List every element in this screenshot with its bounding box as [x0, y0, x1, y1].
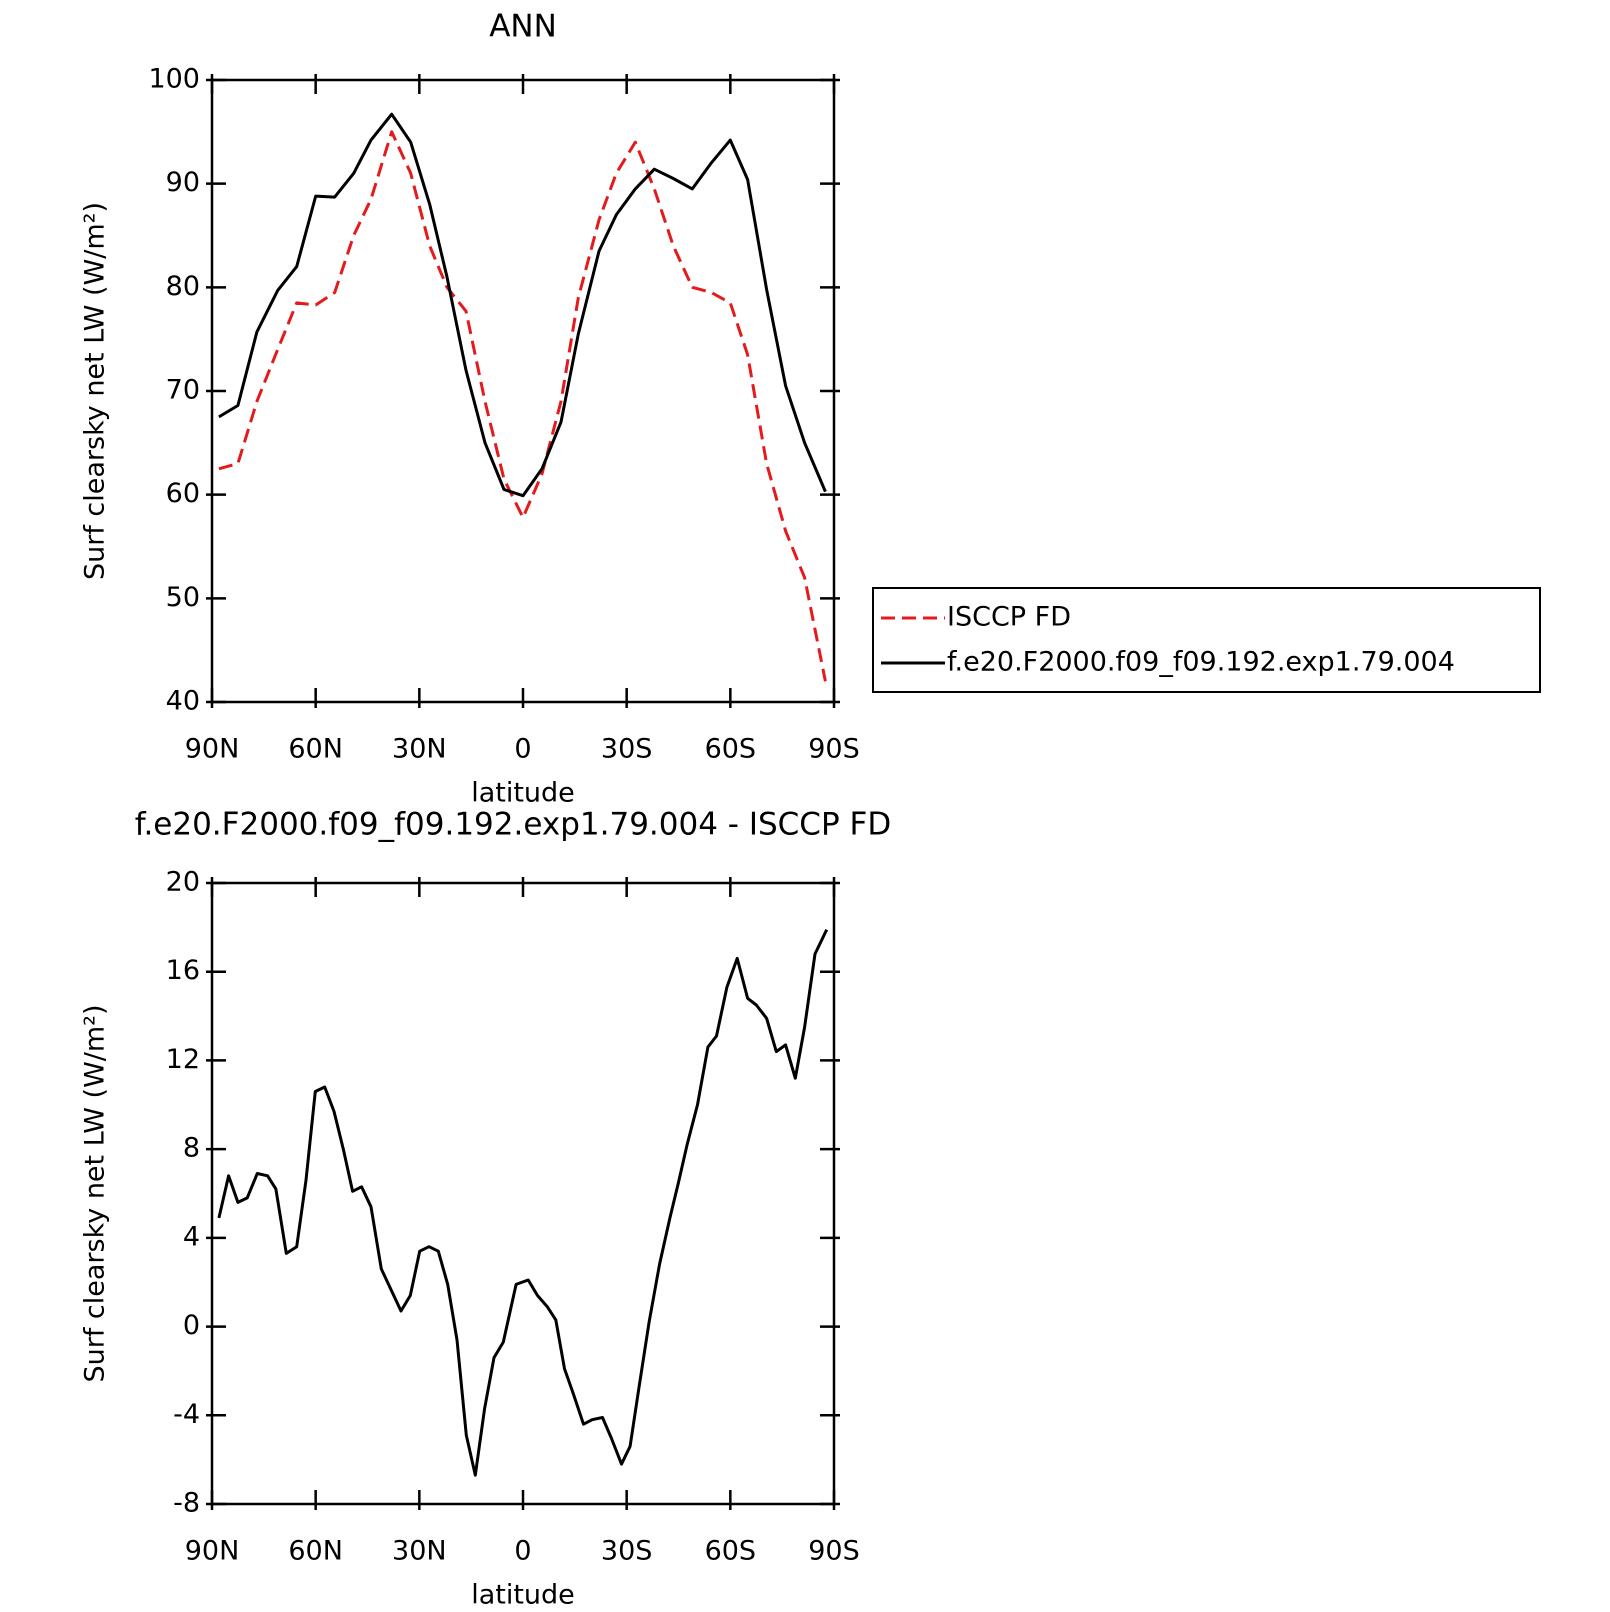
y-tick-label: 12 — [166, 1044, 200, 1075]
plot-frame — [210, 881, 836, 1506]
y-tick-label: -4 — [173, 1399, 200, 1430]
y-tick-label: 80 — [166, 271, 200, 302]
plot-frame — [210, 78, 836, 704]
y-tick-label: 4 — [183, 1221, 200, 1252]
chart-title: ANN — [489, 9, 557, 45]
y-tick-label: 60 — [166, 478, 200, 509]
data-line — [218, 130, 827, 682]
x-tick-label: 90N — [185, 734, 240, 765]
x-axis-label: latitude — [471, 778, 575, 809]
y-axis-label: Surf clearsky net LW (W/m²) — [80, 202, 111, 580]
y-tick-label: 16 — [166, 955, 200, 986]
x-tick-label: 30S — [601, 1536, 653, 1567]
data-line — [217, 928, 829, 1477]
x-tick-label: 30N — [392, 1536, 447, 1567]
y-axis-label: Surf clearsky net LW (W/m²) — [80, 1004, 111, 1382]
y-tick-label: 0 — [183, 1310, 200, 1341]
y-tick-label: 70 — [166, 375, 200, 406]
y-tick-label: 90 — [166, 167, 200, 198]
x-tick-label: 60N — [288, 1536, 343, 1567]
x-tick-label: 30N — [392, 734, 447, 765]
x-tick-label: 0 — [514, 734, 531, 765]
x-tick-label: 60S — [705, 1536, 757, 1567]
legend-box — [872, 587, 1541, 693]
x-tick-label: 90S — [808, 1536, 860, 1567]
x-tick-label: 60S — [705, 734, 757, 765]
y-tick-label: 100 — [148, 64, 200, 95]
x-tick-label: 60N — [288, 734, 343, 765]
y-tick-label: 40 — [166, 686, 200, 717]
y-tick-label: -8 — [173, 1488, 200, 1519]
data-line — [218, 112, 827, 498]
x-tick-label: 90N — [185, 1536, 240, 1567]
x-tick-label: 30S — [601, 734, 653, 765]
x-tick-label: 0 — [514, 1536, 531, 1567]
y-tick-label: 20 — [166, 867, 200, 898]
y-tick-label: 50 — [166, 582, 200, 613]
legend-label: ISCCP FD — [947, 602, 1071, 633]
x-axis-label: latitude — [471, 1580, 575, 1609]
x-tick-label: 90S — [808, 734, 860, 765]
chart-title: f.e20.F2000.f09_f09.192.exp1.79.004 - IS… — [135, 807, 891, 843]
y-tick-label: 8 — [183, 1133, 200, 1164]
legend-label: f.e20.F2000.f09_f09.192.exp1.79.004 — [947, 647, 1455, 678]
